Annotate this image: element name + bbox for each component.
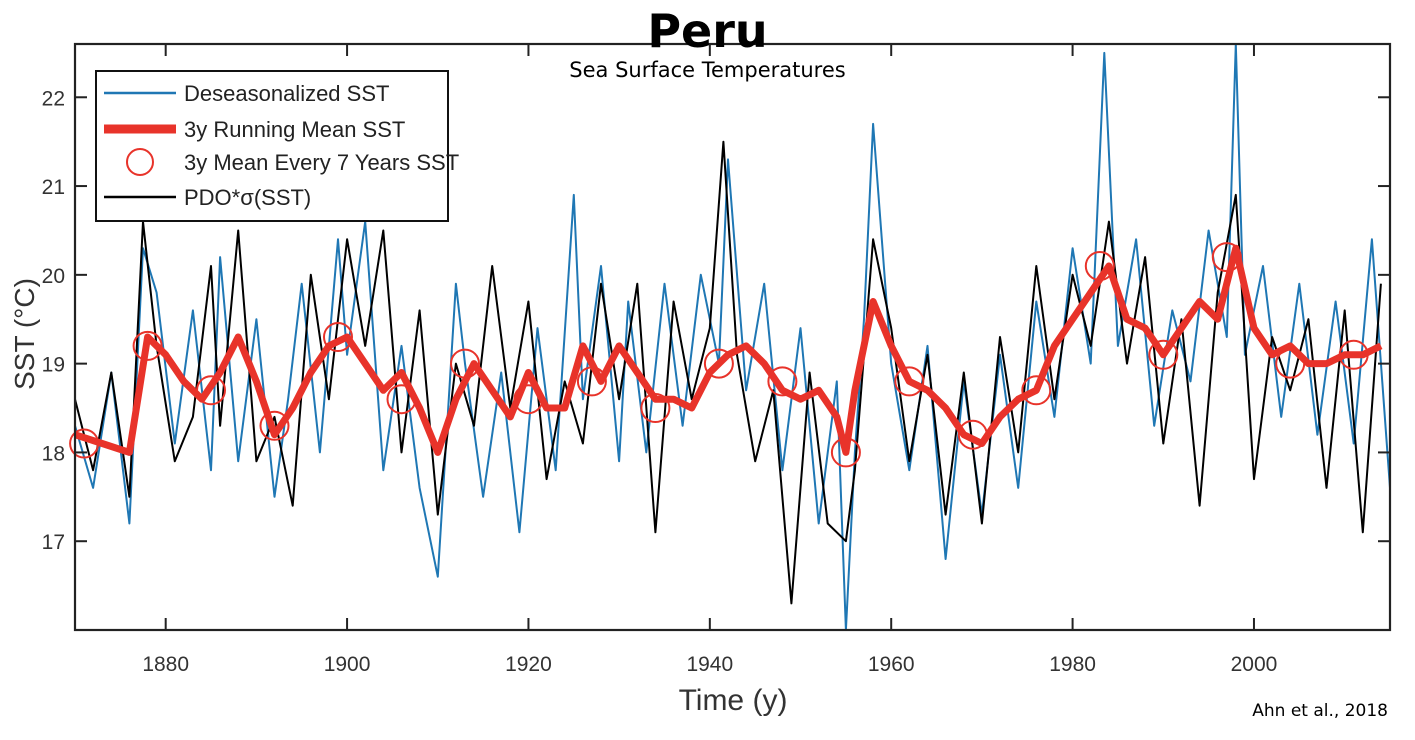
x-tick-label: 1880 xyxy=(142,653,189,676)
marker-point xyxy=(640,393,671,423)
x-tick-label: 1940 xyxy=(686,653,733,676)
y-tick-label: 18 xyxy=(42,442,65,465)
marker-point xyxy=(196,375,226,406)
marker-point xyxy=(1148,339,1179,370)
x-tick-label: 1980 xyxy=(1049,653,1096,676)
series-layer xyxy=(69,43,1391,631)
legend-label: PDO*σ(SST) xyxy=(184,185,311,210)
source-credit: Ahn et al., 2018 xyxy=(1252,701,1388,721)
marker-point xyxy=(1084,251,1115,281)
marker-point xyxy=(513,384,544,415)
chart-title: Peru xyxy=(647,4,768,58)
series-line-3y-running-mean-sst xyxy=(73,244,1383,456)
marker-point xyxy=(1275,348,1306,379)
marker-point xyxy=(259,410,290,441)
legend-swatch xyxy=(126,148,154,176)
legend-label: 3y Mean Every 7 Years SST xyxy=(184,150,459,175)
marker-point xyxy=(894,366,925,397)
y-axis-label: SST (°C) xyxy=(9,278,40,390)
marker-point xyxy=(830,437,861,468)
marker-point xyxy=(957,419,988,450)
x-tick-label: 1920 xyxy=(505,653,552,676)
y-tick-label: 22 xyxy=(42,87,65,110)
legend-items: Deseasonalized SST 3y Running Mean SST 3y … xyxy=(104,81,459,210)
chart-subtitle: Sea Surface Temperatures xyxy=(569,58,846,82)
marker-point xyxy=(69,428,100,459)
marker-point xyxy=(132,330,163,361)
plot-frame xyxy=(73,42,1392,632)
y-tick-label: 17 xyxy=(42,531,65,554)
marker-point xyxy=(323,322,353,352)
y-tick-label: 19 xyxy=(42,354,65,377)
legend-label: Deseasonalized SST xyxy=(184,81,389,106)
legend: Deseasonalized SST 3y Running Mean SST 3y … xyxy=(95,70,459,222)
x-axis-label: Time (y) xyxy=(679,684,788,717)
marker-point xyxy=(386,384,417,415)
x-tick-label: 2000 xyxy=(1231,653,1278,676)
x-tick-label: 1960 xyxy=(868,653,915,676)
marker-point xyxy=(703,348,734,379)
series-line-pdo-sst xyxy=(74,140,1382,605)
marker-point xyxy=(767,366,798,397)
y-tick-label: 20 xyxy=(42,265,65,288)
x-tick-label: 1900 xyxy=(324,653,371,676)
marker-point xyxy=(1021,375,1052,406)
marker-point xyxy=(1338,339,1369,370)
marker-point xyxy=(576,366,607,397)
legend-label: 3y Running Mean SST xyxy=(184,117,405,142)
marker-point xyxy=(450,348,480,379)
y-tick-label: 21 xyxy=(42,176,65,199)
marker-point xyxy=(1211,242,1242,273)
